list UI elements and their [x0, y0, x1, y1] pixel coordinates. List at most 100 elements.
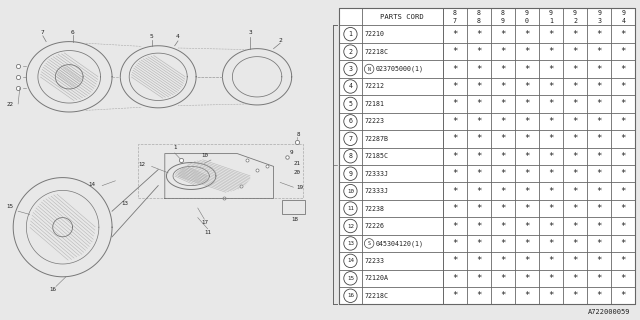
Text: *: *: [621, 291, 626, 300]
Text: *: *: [500, 152, 506, 161]
Text: 8: 8: [348, 153, 353, 159]
Text: 11: 11: [347, 206, 354, 211]
Text: *: *: [452, 100, 458, 108]
Text: *: *: [548, 82, 554, 91]
Text: 6: 6: [348, 118, 353, 124]
Text: *: *: [476, 274, 481, 283]
Text: 045304120(1): 045304120(1): [376, 240, 424, 247]
Text: *: *: [476, 47, 481, 56]
Text: *: *: [476, 82, 481, 91]
Text: 4: 4: [176, 35, 180, 39]
Text: *: *: [476, 152, 481, 161]
Text: 9: 9: [290, 149, 294, 155]
Text: 14: 14: [89, 181, 96, 187]
Text: A722000059: A722000059: [588, 309, 630, 315]
Text: *: *: [596, 221, 602, 230]
Text: *: *: [596, 82, 602, 91]
Text: *: *: [500, 117, 506, 126]
Text: *: *: [572, 47, 578, 56]
Text: *: *: [476, 134, 481, 143]
Text: 023705000(1): 023705000(1): [376, 66, 424, 72]
Text: *: *: [500, 100, 506, 108]
Text: *: *: [452, 169, 458, 178]
Text: 72333J: 72333J: [364, 171, 388, 177]
Text: 72185C: 72185C: [364, 153, 388, 159]
Text: *: *: [500, 47, 506, 56]
Text: 15: 15: [347, 276, 354, 281]
Text: 9: 9: [597, 10, 601, 16]
Text: 18: 18: [291, 217, 298, 222]
Text: 8: 8: [477, 10, 481, 16]
Text: 20: 20: [293, 170, 300, 175]
Text: *: *: [452, 256, 458, 265]
Text: 5: 5: [348, 101, 353, 107]
Text: *: *: [596, 30, 602, 39]
Text: *: *: [548, 100, 554, 108]
Text: *: *: [524, 204, 529, 213]
Text: *: *: [452, 134, 458, 143]
Text: *: *: [452, 30, 458, 39]
Text: 8: 8: [501, 10, 505, 16]
Text: *: *: [548, 117, 554, 126]
Text: *: *: [596, 65, 602, 74]
Text: *: *: [500, 274, 506, 283]
Text: 19: 19: [297, 185, 303, 190]
Text: 7: 7: [41, 30, 45, 35]
Text: 7: 7: [452, 18, 457, 24]
Text: *: *: [476, 187, 481, 196]
Text: *: *: [500, 134, 506, 143]
Text: N: N: [368, 67, 371, 72]
Text: 9: 9: [348, 171, 353, 177]
Text: 72218C: 72218C: [364, 293, 388, 299]
Text: *: *: [524, 134, 529, 143]
Text: *: *: [452, 204, 458, 213]
Text: *: *: [524, 100, 529, 108]
Text: *: *: [621, 47, 626, 56]
Text: *: *: [452, 65, 458, 74]
Text: *: *: [524, 291, 529, 300]
Text: 9: 9: [525, 10, 529, 16]
Text: *: *: [572, 204, 578, 213]
Text: *: *: [548, 221, 554, 230]
Text: *: *: [596, 169, 602, 178]
Text: *: *: [572, 169, 578, 178]
Text: *: *: [500, 169, 506, 178]
Text: 9: 9: [501, 18, 505, 24]
Text: 1: 1: [348, 31, 353, 37]
Text: 11: 11: [204, 230, 211, 235]
Text: *: *: [596, 134, 602, 143]
Text: *: *: [596, 100, 602, 108]
Text: *: *: [548, 256, 554, 265]
Text: 7: 7: [348, 136, 353, 142]
Text: *: *: [596, 117, 602, 126]
Text: 3: 3: [348, 66, 353, 72]
Text: *: *: [500, 256, 506, 265]
Text: 4: 4: [621, 18, 625, 24]
Text: 3: 3: [597, 18, 601, 24]
Text: 16: 16: [49, 287, 56, 292]
Text: *: *: [524, 47, 529, 56]
Text: 72218C: 72218C: [364, 49, 388, 55]
Text: *: *: [452, 274, 458, 283]
Text: 2: 2: [278, 38, 282, 43]
Text: *: *: [476, 117, 481, 126]
Text: *: *: [548, 274, 554, 283]
Text: 8: 8: [296, 132, 300, 137]
Text: 22: 22: [6, 102, 13, 107]
Text: *: *: [548, 65, 554, 74]
Text: 8: 8: [452, 10, 457, 16]
Text: *: *: [524, 239, 529, 248]
Text: *: *: [621, 169, 626, 178]
Text: *: *: [572, 152, 578, 161]
Text: 72233: 72233: [364, 258, 385, 264]
Text: *: *: [452, 291, 458, 300]
Text: *: *: [621, 239, 626, 248]
Text: *: *: [476, 291, 481, 300]
Text: *: *: [621, 274, 626, 283]
Text: *: *: [621, 152, 626, 161]
Text: 72181: 72181: [364, 101, 385, 107]
Text: *: *: [452, 239, 458, 248]
Text: *: *: [500, 187, 506, 196]
Text: 2: 2: [573, 18, 577, 24]
Text: *: *: [452, 221, 458, 230]
